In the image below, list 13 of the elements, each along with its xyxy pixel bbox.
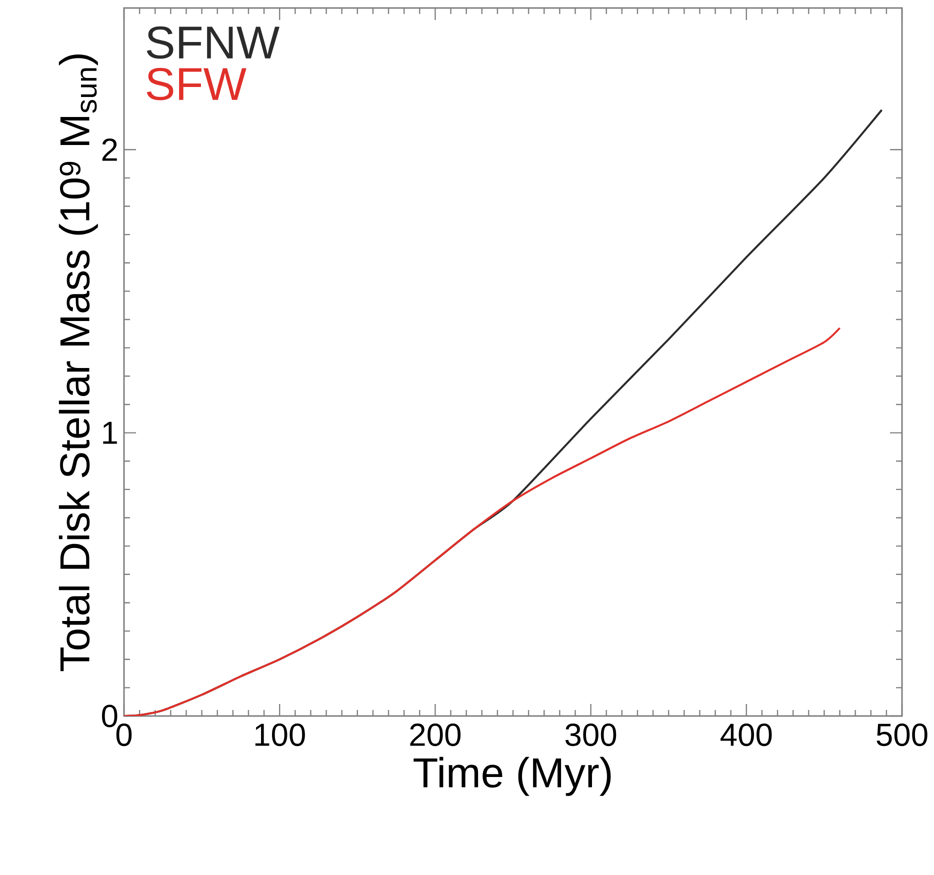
- y-tick-label: 2: [102, 138, 117, 161]
- x-tick-label: 200: [410, 724, 461, 746]
- x-tick-label: 400: [720, 724, 772, 746]
- text: SFW: [146, 68, 246, 100]
- x-tick-label: 500: [876, 724, 928, 746]
- text: SFNW: [146, 26, 280, 59]
- y-tick-label: 1: [103, 422, 117, 444]
- x-tick-label: 300: [565, 724, 616, 746]
- x-axis-title: Time (Myr): [414, 756, 611, 796]
- y-tick-label: 0: [102, 704, 118, 728]
- x-tick-label: 100: [255, 724, 305, 746]
- x-tick-label: 0: [116, 724, 132, 746]
- y-axis-title: Total Disk Stellar Mass (10$^{9}$ M$_{sun}$): [58, 54, 98, 672]
